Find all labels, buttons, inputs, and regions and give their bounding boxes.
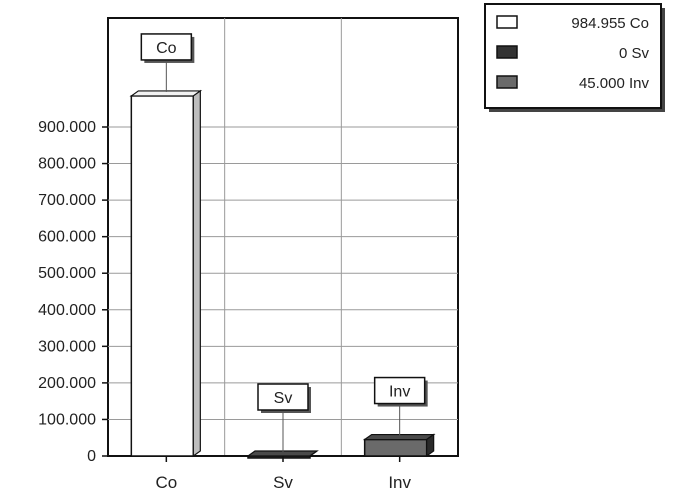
x-tick-label-1: Sv	[273, 473, 293, 492]
legend: 984.955 Co 0 Sv 45.000 Inv	[484, 3, 665, 112]
y-tick-label-0: 0	[87, 448, 96, 465]
data-label-text: Inv	[389, 384, 410, 401]
legend-swatch-2	[496, 75, 518, 89]
legend-entry-1: 0 Sv	[619, 45, 650, 62]
bar-co	[129, 89, 203, 458]
y-tick-label-5: 500.000	[38, 265, 96, 282]
data-label-box	[373, 376, 426, 405]
y-tick-label-4: 400.000	[38, 302, 96, 319]
x-tick-label-0: Co	[155, 473, 177, 492]
legend-swatch-0	[496, 15, 518, 29]
y-tick-label-7: 700.000	[38, 192, 96, 209]
data-labels: Co Sv Inv	[140, 33, 428, 452]
bar-front	[130, 95, 195, 457]
data-label-inv: Inv	[373, 376, 428, 436]
data-label-box	[140, 33, 193, 61]
bar-side	[192, 89, 201, 458]
legend-entry-0: 984.955 Co	[571, 15, 649, 32]
data-label-sv: Sv	[257, 383, 311, 452]
y-axis: 0 100.000 200.000 300.000 400.000 500.000 600.…	[38, 119, 108, 465]
legend-entry-2: 45.000 Inv	[579, 75, 650, 92]
y-tick-label-1: 100.000	[38, 411, 96, 428]
data-label-co: Co	[140, 33, 195, 92]
bar-side	[309, 450, 318, 457]
bar-front	[363, 438, 428, 457]
legend-swatch-1	[496, 45, 518, 59]
y-tick-label-8: 800.000	[38, 156, 96, 173]
y-tick-label-2: 200.000	[38, 375, 96, 392]
data-label-box	[257, 383, 309, 411]
x-tick-label-2: Inv	[388, 473, 411, 492]
y-tick-label-6: 600.000	[38, 229, 96, 246]
bars	[129, 89, 436, 459]
bar-side	[426, 433, 435, 458]
x-axis: Co Sv Inv	[155, 456, 412, 492]
y-tick-label-3: 300.000	[38, 338, 96, 355]
y-tick-label-9: 900.000	[38, 119, 96, 136]
data-label-text: Sv	[274, 390, 293, 407]
bar-inv	[362, 433, 436, 458]
data-label-text: Co	[156, 40, 177, 57]
bar-sv	[246, 450, 319, 459]
